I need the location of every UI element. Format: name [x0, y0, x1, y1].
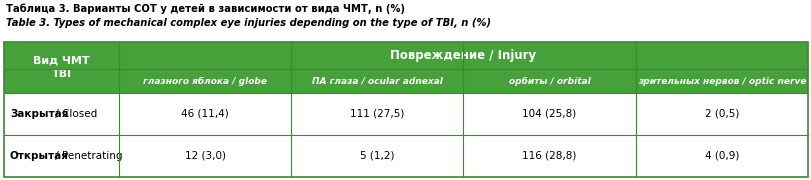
Bar	[119, 42, 807, 69]
Text: Открытая: Открытая	[10, 151, 69, 161]
Bar	[4, 135, 807, 177]
Bar	[635, 69, 807, 93]
Text: / Closed: / Closed	[52, 109, 97, 119]
Bar	[4, 42, 119, 93]
Text: 46 (11,4): 46 (11,4)	[181, 109, 229, 119]
Text: зрительных нервов / optic nerve: зрительных нервов / optic nerve	[637, 76, 805, 86]
Text: 116 (28,8): 116 (28,8)	[521, 151, 576, 161]
Text: Table 3. Types of mechanical complex eye injuries depending on the type of TBI, : Table 3. Types of mechanical complex eye…	[6, 18, 491, 28]
Bar	[463, 69, 635, 93]
Text: 2 (0,5): 2 (0,5)	[704, 109, 738, 119]
Text: 12 (3,0): 12 (3,0)	[184, 151, 225, 161]
Bar	[4, 42, 807, 177]
Text: ПА глаза / ocular adnexal: ПА глаза / ocular adnexal	[311, 76, 442, 86]
Text: 4 (0,9): 4 (0,9)	[704, 151, 738, 161]
Text: 111 (27,5): 111 (27,5)	[350, 109, 404, 119]
Text: орбиты / orbital: орбиты / orbital	[508, 76, 590, 86]
Text: 5 (1,2): 5 (1,2)	[360, 151, 394, 161]
Bar	[4, 93, 807, 135]
Bar	[291, 69, 463, 93]
Bar	[119, 69, 291, 93]
Text: глазного яблока / globe: глазного яблока / globe	[143, 76, 267, 86]
Text: Закрытая: Закрытая	[10, 109, 68, 119]
Text: 104 (25,8): 104 (25,8)	[521, 109, 576, 119]
Text: / Penetrating: / Penetrating	[52, 151, 122, 161]
Text: Вид ЧМТ
TBI: Вид ЧМТ TBI	[33, 56, 90, 79]
Text: Таблица 3. Варианты СОТ у детей в зависимости от вида ЧМТ, n (%): Таблица 3. Варианты СОТ у детей в зависи…	[6, 4, 405, 15]
Text: Повреждение / Injury: Повреждение / Injury	[390, 49, 536, 62]
